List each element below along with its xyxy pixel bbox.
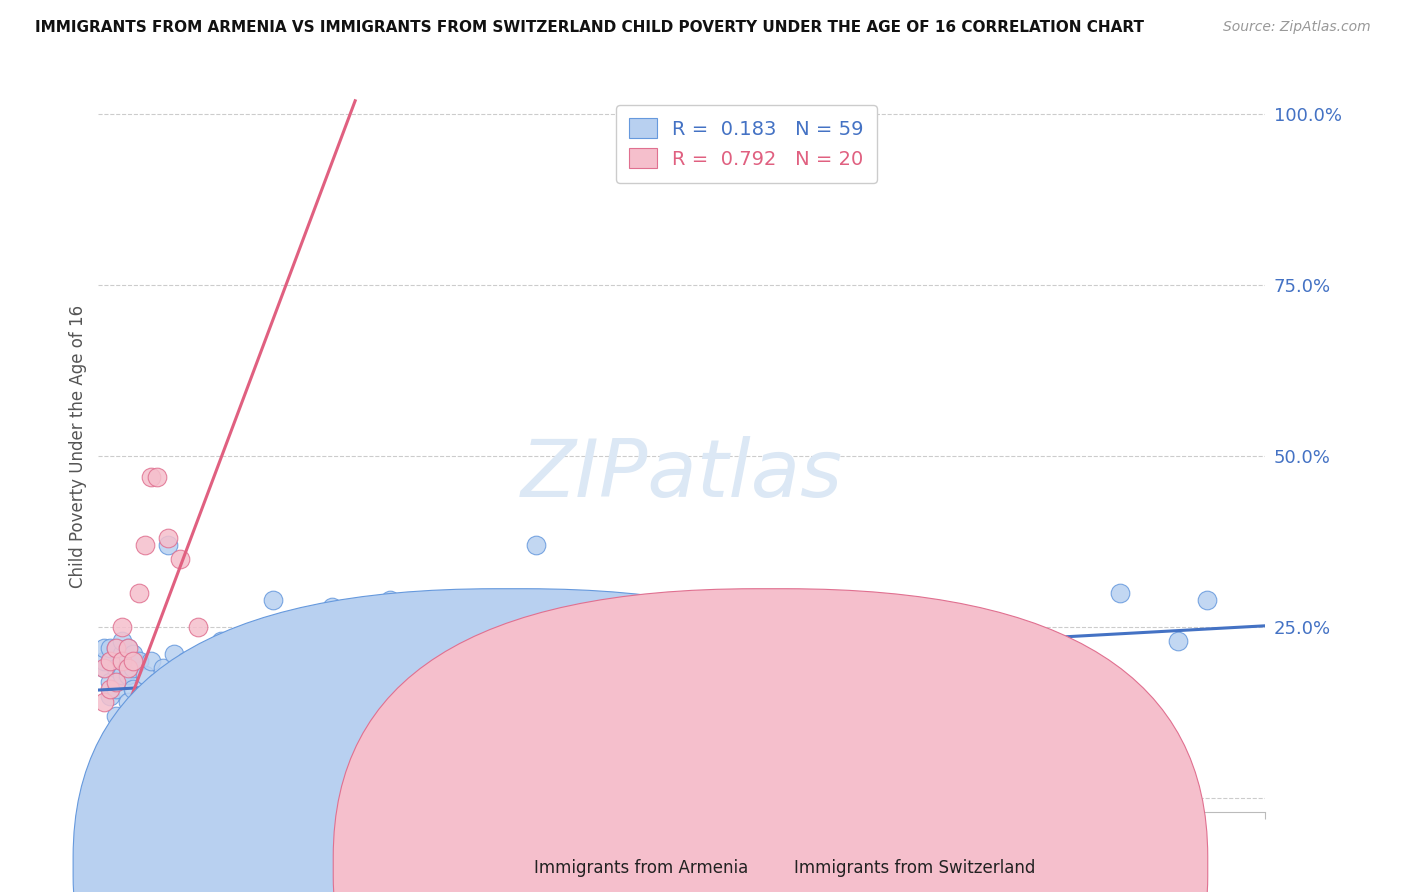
Point xyxy=(991,764,1014,778)
Point xyxy=(524,538,547,552)
Point xyxy=(117,661,139,675)
Point xyxy=(104,640,127,655)
Text: IMMIGRANTS FROM ARMENIA VS IMMIGRANTS FROM SWITZERLAND CHILD POVERTY UNDER THE A: IMMIGRANTS FROM ARMENIA VS IMMIGRANTS FR… xyxy=(35,20,1144,35)
Point xyxy=(93,661,115,675)
Point xyxy=(93,695,115,709)
Point xyxy=(146,674,169,689)
Point xyxy=(117,668,139,682)
Point xyxy=(612,654,634,668)
Point xyxy=(134,668,156,682)
Point xyxy=(117,640,139,655)
Point xyxy=(1195,592,1218,607)
Point xyxy=(204,648,226,662)
Point xyxy=(122,648,145,662)
Point xyxy=(350,681,373,696)
Point xyxy=(728,640,751,655)
Point xyxy=(104,674,127,689)
Point xyxy=(98,689,121,703)
Point xyxy=(169,689,191,703)
Point xyxy=(280,695,302,709)
Point xyxy=(111,668,134,682)
Point xyxy=(187,674,209,689)
Point xyxy=(93,661,115,675)
Point xyxy=(250,661,273,675)
Point xyxy=(671,627,693,641)
Point xyxy=(104,681,127,696)
Point xyxy=(467,674,489,689)
Point xyxy=(111,648,134,662)
Point xyxy=(1021,654,1043,668)
Point xyxy=(128,586,150,600)
Point xyxy=(98,640,121,655)
Point xyxy=(117,695,139,709)
Point xyxy=(111,654,134,668)
Point xyxy=(134,538,156,552)
Point xyxy=(174,654,197,668)
Point xyxy=(104,709,127,723)
Point xyxy=(98,654,121,668)
Point xyxy=(187,620,209,634)
Point xyxy=(93,654,115,668)
Point xyxy=(198,695,221,709)
Point xyxy=(297,681,319,696)
Point xyxy=(904,627,927,641)
Point xyxy=(128,702,150,716)
Point xyxy=(169,551,191,566)
Point xyxy=(309,756,332,771)
Point xyxy=(239,640,262,655)
Point xyxy=(262,592,284,607)
Point xyxy=(93,640,115,655)
Point xyxy=(378,592,402,607)
Point xyxy=(128,654,150,668)
Point xyxy=(104,661,127,675)
Point xyxy=(221,654,243,668)
Point xyxy=(98,654,121,668)
Point xyxy=(321,599,343,614)
Point xyxy=(408,613,430,627)
Point xyxy=(139,469,162,483)
Text: Immigrants from Armenia: Immigrants from Armenia xyxy=(534,859,748,877)
Point xyxy=(209,633,232,648)
Text: 0.0%: 0.0% xyxy=(98,859,143,877)
Point xyxy=(122,661,145,675)
Point xyxy=(180,681,202,696)
Point xyxy=(111,633,134,648)
Point xyxy=(111,620,134,634)
Text: Immigrants from Switzerland: Immigrants from Switzerland xyxy=(794,859,1036,877)
Point xyxy=(122,681,145,696)
Point xyxy=(104,640,127,655)
Text: ZIPatlas: ZIPatlas xyxy=(520,436,844,515)
Point xyxy=(152,661,174,675)
Point xyxy=(98,674,121,689)
Point xyxy=(845,648,868,662)
Y-axis label: Child Poverty Under the Age of 16: Child Poverty Under the Age of 16 xyxy=(69,304,87,588)
Point xyxy=(146,469,169,483)
Point xyxy=(163,648,186,662)
Point xyxy=(157,538,180,552)
Point xyxy=(98,681,121,696)
Point xyxy=(139,654,162,668)
Point xyxy=(117,640,139,655)
Point xyxy=(139,681,162,696)
Point xyxy=(122,654,145,668)
Point xyxy=(146,723,169,737)
Point xyxy=(157,531,180,545)
Text: Source: ZipAtlas.com: Source: ZipAtlas.com xyxy=(1223,20,1371,34)
Legend: R =  0.183   N = 59, R =  0.792   N = 20: R = 0.183 N = 59, R = 0.792 N = 20 xyxy=(616,104,877,183)
Point xyxy=(134,715,156,730)
Point xyxy=(1167,633,1189,648)
Point xyxy=(1108,586,1130,600)
